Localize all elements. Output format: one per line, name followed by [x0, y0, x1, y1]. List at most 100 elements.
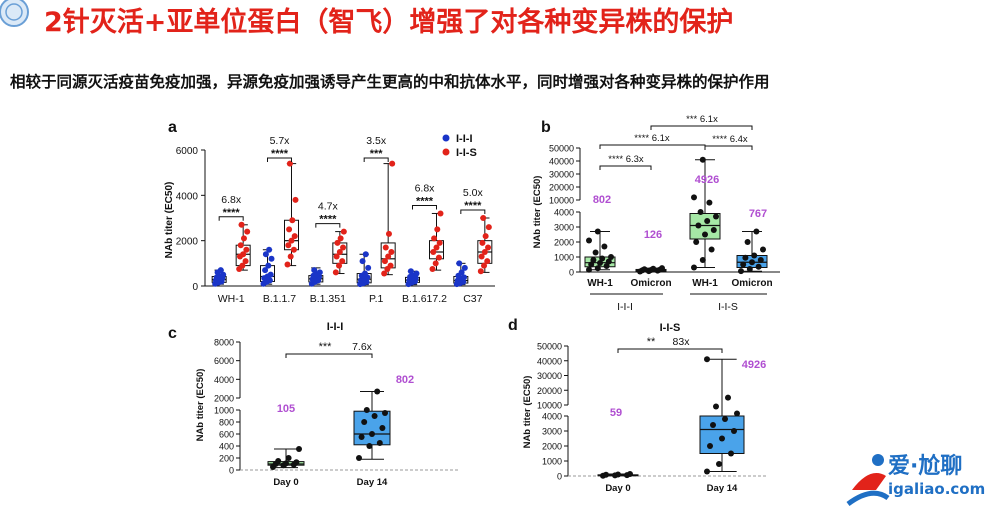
panel-a-red-5-point — [477, 268, 484, 275]
panel-a-blue-3-point — [359, 258, 366, 265]
panel-a-legend-marker — [442, 134, 450, 142]
panel-b-bracket — [599, 165, 652, 170]
panel-c-y-tick-label: 0 — [229, 466, 234, 476]
panel-b-group-2-point — [697, 209, 704, 215]
panel-c-group-1-point — [366, 443, 373, 449]
panel-d-group-1-point — [707, 443, 713, 449]
panel-a-red-4-point — [430, 249, 437, 255]
panel-d-group-1-point — [725, 394, 731, 401]
panel-a-fold-change: 6.8x — [221, 194, 242, 206]
panel-a-category-label: B.1.617.2 — [402, 293, 447, 305]
panel-b-y-tick-label: 10000 — [549, 196, 574, 206]
panel-a-blue-1-point — [267, 271, 274, 278]
panel-d-y-tick-label: 2000 — [542, 442, 562, 452]
panel-b-group-3-point — [746, 266, 753, 272]
panel-a-blue-3-point — [365, 264, 372, 271]
panel-a-red-2-point — [334, 239, 341, 246]
panel-a-blue-3-point — [362, 251, 369, 258]
panel-b-bracket — [599, 144, 706, 149]
panel-a-category-label: C37 — [463, 293, 482, 305]
panel-b-group-3-point — [742, 254, 749, 261]
panel-a-y-tick-label: 0 — [192, 282, 198, 293]
panel-a-blue-1-point — [268, 255, 275, 262]
panel-a-blue-2-point — [316, 269, 323, 276]
panel-b-group-2-point — [706, 199, 713, 206]
slide-subtitle: 相较于同源灭活疫苗免疫加强，异源免疫加强诱导产生更高的中和抗体水平，同时增强对各… — [10, 73, 770, 91]
panel-a-y-tick-label: 4000 — [176, 191, 199, 202]
panel-a-fold-change: 3.5x — [366, 135, 387, 147]
panel-a-red-5-point — [480, 215, 487, 221]
panel-a-red-3-point — [381, 270, 388, 277]
panel-b-y-tick-label: 0 — [569, 268, 574, 278]
panel-b-median-label: 126 — [644, 229, 662, 241]
panel-a-red-1-point — [290, 246, 297, 253]
panel-b-bracket — [650, 125, 753, 130]
panel-a-red-5-point — [482, 233, 489, 240]
panel-a-category-label: B.1.351 — [310, 293, 346, 305]
panel-a-red-0-point — [239, 262, 246, 269]
panel-a-red-5-point — [479, 239, 486, 246]
panel-a-bracket — [218, 216, 244, 221]
panel-b-group-2-point — [693, 239, 700, 245]
panel-b-significance: **** 6.1x — [634, 133, 670, 144]
panel-b-group-0-point — [586, 266, 592, 273]
panel-d-group-1-point — [704, 356, 710, 363]
panel-d-y-tick-label: 20000 — [537, 386, 562, 396]
panel-b-group-0-point — [599, 255, 606, 262]
panel-a-red-1-point — [284, 261, 291, 268]
panel-c-group-1-point — [358, 434, 365, 440]
panel-d-category-label: Day 14 — [707, 483, 738, 494]
panel-b-group-2-point — [699, 156, 706, 163]
panel-d-y-tick-label: 10000 — [537, 401, 562, 411]
panel-b-y-tick-label: 40000 — [549, 157, 574, 167]
panel-b-group-2-point — [704, 218, 711, 224]
panel-c-category-label: Day 14 — [357, 477, 388, 488]
panel-a-red-5-point — [478, 253, 485, 260]
watermark-text: 爱·尬聊 — [888, 454, 963, 479]
panel-b-group-0-point — [601, 243, 608, 250]
panel-a-bracket — [460, 209, 486, 214]
panel-b-group-3-point — [738, 268, 744, 275]
panel-a-fold-change: 5.7x — [270, 135, 291, 147]
panel-c-group-0-point — [283, 460, 289, 467]
panel-b-group-0-point — [590, 257, 597, 263]
panel-c-bracket — [285, 353, 373, 358]
panel-d-y-tick-label: 3000 — [542, 427, 562, 437]
panel-b-group-0-point — [594, 265, 601, 272]
institution-logo — [0, 0, 29, 27]
panel-a-red-2-point — [340, 244, 347, 251]
panel-a-significance: **** — [416, 195, 434, 207]
panel-c-group-1-point — [376, 440, 383, 446]
panel-a-red-0-point — [242, 258, 249, 265]
panel-c-group-1-point — [371, 413, 378, 419]
panel-a-red-1-point — [288, 237, 295, 244]
panel-d-group-1-point — [719, 435, 725, 442]
panel-b-group-2-point — [691, 264, 697, 271]
panel-a-significance: **** — [271, 148, 289, 160]
panel-a-y-label: NAb titer (EC50) — [164, 182, 175, 259]
panel-a-blue-0-point — [217, 267, 224, 274]
panel-c-median-label: 105 — [277, 403, 295, 415]
panel-b-y-tick-label: 3000 — [554, 223, 574, 233]
panel-c-fold-change: 7.6x — [352, 341, 373, 353]
panel-b-significance: **** 6.3x — [608, 154, 644, 165]
panel-a-red-3-point — [385, 253, 392, 260]
panel-d-y-label: NAb titer (EC50) — [522, 376, 533, 449]
panel-d-median-label: 59 — [610, 407, 622, 419]
panel-b-group-label: I-I-S — [718, 301, 738, 313]
panel-a-label: a — [168, 119, 177, 136]
slide-title: 2针灭活+亚单位蛋白（智飞）增强了对各种变异株的保护 — [44, 7, 734, 38]
panel-a-red-2-point — [337, 235, 344, 242]
panel-b-group-3-point — [740, 261, 747, 268]
panel-a-red-1-point — [287, 253, 294, 260]
panel-c-y-tick-label: 200 — [219, 454, 234, 464]
panel-a-blue-2-point — [311, 267, 318, 274]
panel-a-red-5-point — [484, 258, 491, 265]
panel-b-group-3-point — [744, 239, 751, 245]
panel-b-group-2-point — [708, 246, 715, 253]
panel-a-category-label: WH-1 — [218, 293, 245, 305]
panel-a-red-3-point — [382, 244, 389, 251]
panel-d-group-0-point — [615, 471, 621, 478]
panel-d-group-1-point — [722, 416, 728, 422]
panel-b-bracket — [704, 145, 753, 150]
